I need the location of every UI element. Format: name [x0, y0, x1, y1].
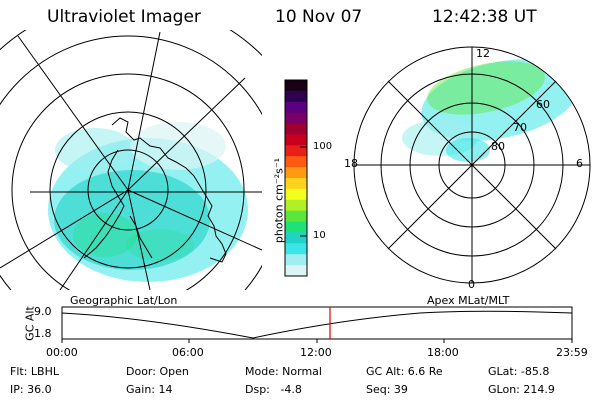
mlt-label-12: 12	[476, 47, 490, 60]
info-flt: Flt: LBHL	[10, 365, 59, 378]
colorbar-band	[285, 123, 307, 135]
mlat-label-60: 60	[536, 98, 550, 111]
colorbar-band	[285, 199, 307, 212]
colorbar-band	[285, 243, 307, 255]
colorbar-band	[285, 265, 307, 277]
info-seq: Seq: 39	[366, 383, 408, 396]
colorbar-band	[285, 80, 307, 92]
colorbar-band	[285, 178, 307, 190]
colorbar-band	[285, 232, 307, 244]
coastline	[83, 117, 227, 263]
colorbar-band	[285, 210, 307, 223]
info-dsp: Dsp: -4.8	[245, 383, 302, 396]
colorbar-band	[285, 112, 307, 125]
colorbar-scale	[285, 80, 307, 277]
colorbar-band	[285, 167, 307, 179]
date-label: 10 Nov 07	[275, 7, 363, 27]
time-label: 12:42:38 UT	[432, 7, 537, 27]
mlt-label-18: 18	[344, 157, 358, 170]
colorbar-band	[285, 134, 307, 146]
timeline-x-1800: 18:00	[427, 346, 459, 359]
mlat-label-70: 70	[513, 121, 527, 134]
timeline-x-1200: 12:00	[300, 346, 332, 359]
colorbar-tick-100: 100	[313, 141, 333, 152]
info-door: Door: Open	[126, 365, 189, 378]
mag-emission-image	[402, 59, 579, 162]
colorbar-band	[285, 101, 307, 114]
info-gain: Gain: 14	[126, 383, 173, 396]
mag-panel-label: Apex MLat/MLT	[427, 294, 510, 307]
colorbar-band	[285, 254, 307, 266]
info-ip: IP: 36.0	[10, 383, 52, 396]
info-gc-alt: GC Alt: 6.6 Re	[366, 365, 443, 378]
geo-panel-label: Geographic Lat/Lon	[70, 294, 178, 307]
altitude-curve	[61, 310, 573, 339]
colorbar-band	[285, 90, 307, 103]
info-glon: GLon: 214.9	[488, 383, 555, 396]
colorbar-tick-10: 10	[313, 230, 326, 241]
mlat-label-80: 80	[491, 140, 505, 153]
timeline-x-0000: 00:00	[46, 346, 78, 359]
info-mode: Mode: Normal	[245, 365, 322, 378]
mlt-label-0: 0	[468, 278, 475, 291]
timeline-y-top: 9.0	[34, 305, 52, 318]
colorbar-band	[285, 156, 307, 168]
mlt-label-6: 6	[576, 157, 583, 170]
geo-graticule	[0, 30, 262, 290]
colorbar-band	[285, 145, 307, 157]
timeline-y-bottom: 1.8	[34, 327, 52, 340]
instrument-title: Ultraviolet Imager	[47, 7, 201, 27]
timeline-x-0600: 06:00	[172, 346, 204, 359]
info-glat: GLat: -85.8	[488, 365, 550, 378]
timeline-x-2359: 23:59	[556, 346, 588, 359]
colorbar-band	[285, 188, 307, 201]
colorbar-band	[285, 221, 307, 233]
